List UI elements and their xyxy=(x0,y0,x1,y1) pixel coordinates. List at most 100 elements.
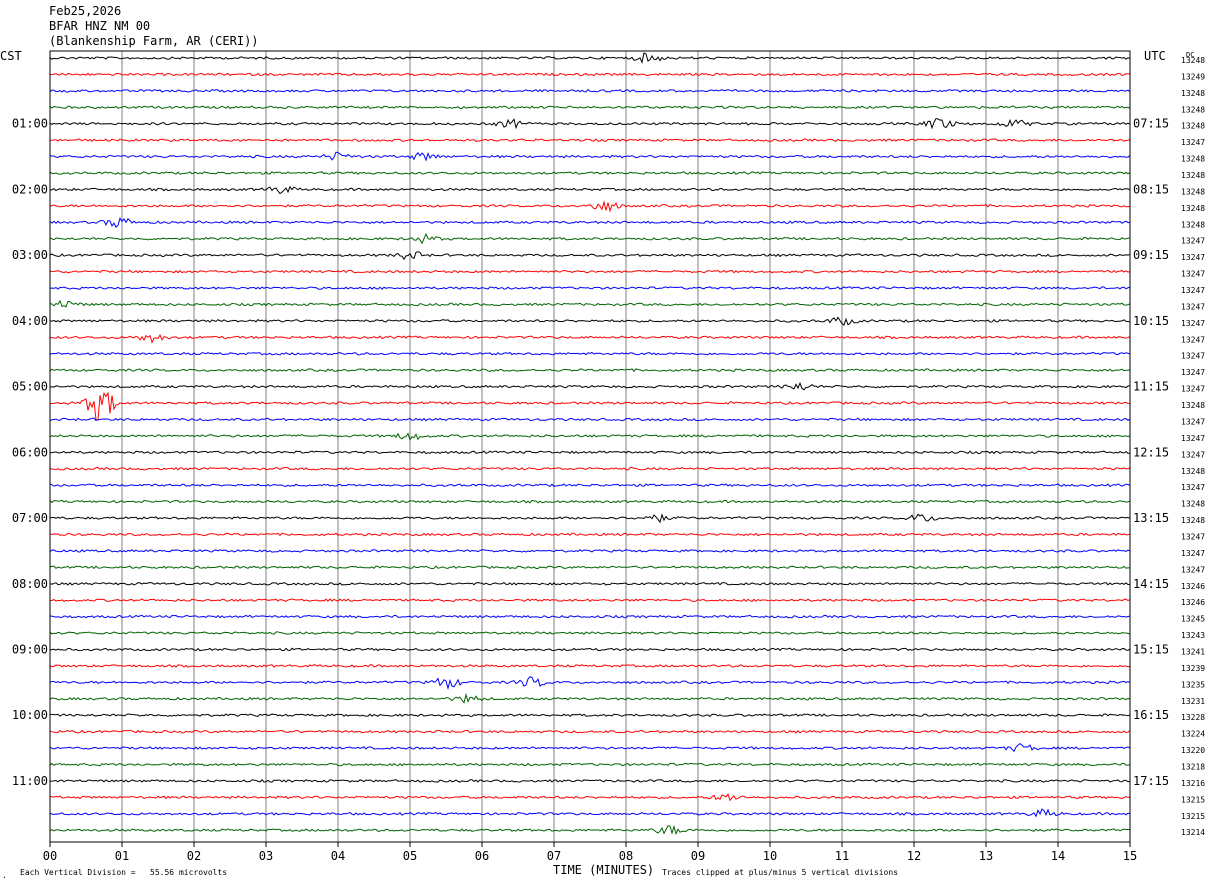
x-tick-label: 10 xyxy=(763,849,777,863)
clip-note: Traces clipped at plus/minus 5 vertical … xyxy=(662,868,898,877)
dc-offset-label: 13248 xyxy=(1181,401,1205,410)
seismic-trace xyxy=(49,499,1131,504)
right-hour-label: 12:15 xyxy=(1133,445,1169,459)
seismic-traces xyxy=(49,52,1131,836)
dc-offset-label: 13247 xyxy=(1181,286,1205,295)
seismic-trace xyxy=(49,299,1131,308)
seismic-trace xyxy=(49,729,1131,734)
dc-column-label: DC xyxy=(1186,51,1194,59)
dc-offset-label: 13248 xyxy=(1181,122,1205,131)
seismic-trace xyxy=(49,138,1131,143)
dc-offset-label: 13248 xyxy=(1181,500,1205,509)
seismic-trace xyxy=(49,631,1131,635)
dc-offset-label: 13224 xyxy=(1181,730,1205,739)
seismic-trace xyxy=(49,105,1131,110)
plot-date: Feb25,2026 xyxy=(49,4,122,18)
seismic-trace xyxy=(49,762,1131,767)
seismic-trace xyxy=(49,316,1131,326)
seismic-trace xyxy=(49,513,1131,524)
dc-offset-label: 13216 xyxy=(1181,779,1205,788)
dc-offset-label: 13247 xyxy=(1181,319,1205,328)
dc-offset-label: 13231 xyxy=(1181,697,1205,706)
dc-offset-label: 13245 xyxy=(1181,615,1205,624)
seismic-trace xyxy=(49,251,1131,261)
plot-frame xyxy=(49,50,1131,843)
seismic-trace xyxy=(49,532,1131,537)
dc-offset-label: 13247 xyxy=(1181,417,1205,426)
dc-offset-label: 13243 xyxy=(1181,631,1205,640)
x-tick-label: 02 xyxy=(187,849,201,863)
seismic-trace xyxy=(49,232,1131,245)
dc-offset-label: 13247 xyxy=(1181,450,1205,459)
seismic-trace xyxy=(49,713,1131,718)
dc-offset-label: 13214 xyxy=(1181,828,1205,837)
seismic-trace xyxy=(49,381,1131,391)
station-code: BFAR HNZ NM 00 xyxy=(49,19,151,33)
seismic-trace xyxy=(49,151,1131,162)
dc-offset-label: 13248 xyxy=(1181,155,1205,164)
dc-offset-label: 13239 xyxy=(1181,664,1205,673)
dc-offset-label: 13248 xyxy=(1181,171,1205,180)
right-hour-label: 09:15 xyxy=(1133,248,1169,262)
dc-offset-label: 13247 xyxy=(1181,237,1205,246)
seismic-trace xyxy=(49,333,1131,344)
left-hour-label: 10:00 xyxy=(12,708,48,722)
right-hour-label: 14:15 xyxy=(1133,577,1169,591)
dc-offset-label: 13248 xyxy=(1181,56,1205,65)
dc-offset-label: 13248 xyxy=(1181,105,1205,114)
scale-note: Each Vertical Division = 55.56 microvolt… xyxy=(20,868,227,877)
seismic-trace xyxy=(49,391,1131,421)
seismic-trace xyxy=(49,216,1131,228)
seismic-trace xyxy=(49,269,1131,274)
dc-offset-label: 13215 xyxy=(1181,812,1205,821)
dc-offset-label: 13247 xyxy=(1181,253,1205,262)
dc-offset-label: 13246 xyxy=(1181,598,1205,607)
x-tick-label: 00 xyxy=(43,849,57,863)
seismic-trace xyxy=(49,614,1131,619)
dc-offset-label: 13247 xyxy=(1181,302,1205,311)
seismic-trace xyxy=(49,432,1131,442)
right-timezone-label: UTC xyxy=(1144,49,1166,63)
seismic-trace xyxy=(49,808,1131,818)
axis-labels: 00 01 02 03 04 05 06 07 08 09 10 11 12 13 14 15 13248 132… xyxy=(12,56,1205,863)
seismic-trace xyxy=(49,286,1131,290)
seismic-trace xyxy=(49,692,1131,704)
station-location: (Blankenship Farm, AR (CERI)) xyxy=(49,34,259,48)
right-hour-label: 15:15 xyxy=(1133,642,1169,656)
seismic-trace xyxy=(49,417,1131,422)
seismic-trace xyxy=(49,824,1131,836)
dc-offset-label: 13247 xyxy=(1181,138,1205,147)
x-tick-label: 14 xyxy=(1051,849,1065,863)
seismic-trace xyxy=(49,351,1131,356)
dc-offset-label: 13248 xyxy=(1181,89,1205,98)
left-timezone-label: CST xyxy=(0,49,22,63)
seismic-trace xyxy=(49,664,1131,668)
dc-offset-label: 13247 xyxy=(1181,549,1205,558)
seismic-trace xyxy=(49,117,1131,130)
right-hour-label: 17:15 xyxy=(1133,774,1169,788)
x-tick-label: 03 xyxy=(259,849,273,863)
seismic-trace xyxy=(49,598,1131,603)
dc-offset-label: 13241 xyxy=(1181,647,1205,656)
seismic-trace xyxy=(49,565,1131,570)
x-tick-label: 08 xyxy=(619,849,633,863)
x-tick-label: 12 xyxy=(907,849,921,863)
seismic-trace xyxy=(49,72,1131,77)
dc-offset-label: 13248 xyxy=(1181,204,1205,213)
seismic-trace xyxy=(49,52,1131,65)
x-tick-label: 05 xyxy=(403,849,417,863)
seismic-trace xyxy=(49,647,1131,652)
dc-offset-label: 13247 xyxy=(1181,565,1205,574)
dc-offset-label: 13247 xyxy=(1181,335,1205,344)
minute-gridlines xyxy=(121,51,1059,842)
x-tick-label: 11 xyxy=(835,849,849,863)
seismic-trace xyxy=(49,483,1131,488)
seismic-trace xyxy=(49,793,1131,802)
x-tick-label: 04 xyxy=(331,849,345,863)
left-hour-label: 09:00 xyxy=(12,642,48,656)
right-hour-label: 16:15 xyxy=(1133,708,1169,722)
right-hour-label: 11:15 xyxy=(1133,380,1169,394)
seismic-trace xyxy=(49,450,1131,455)
seismic-trace xyxy=(49,581,1131,586)
seismic-trace xyxy=(49,185,1131,195)
